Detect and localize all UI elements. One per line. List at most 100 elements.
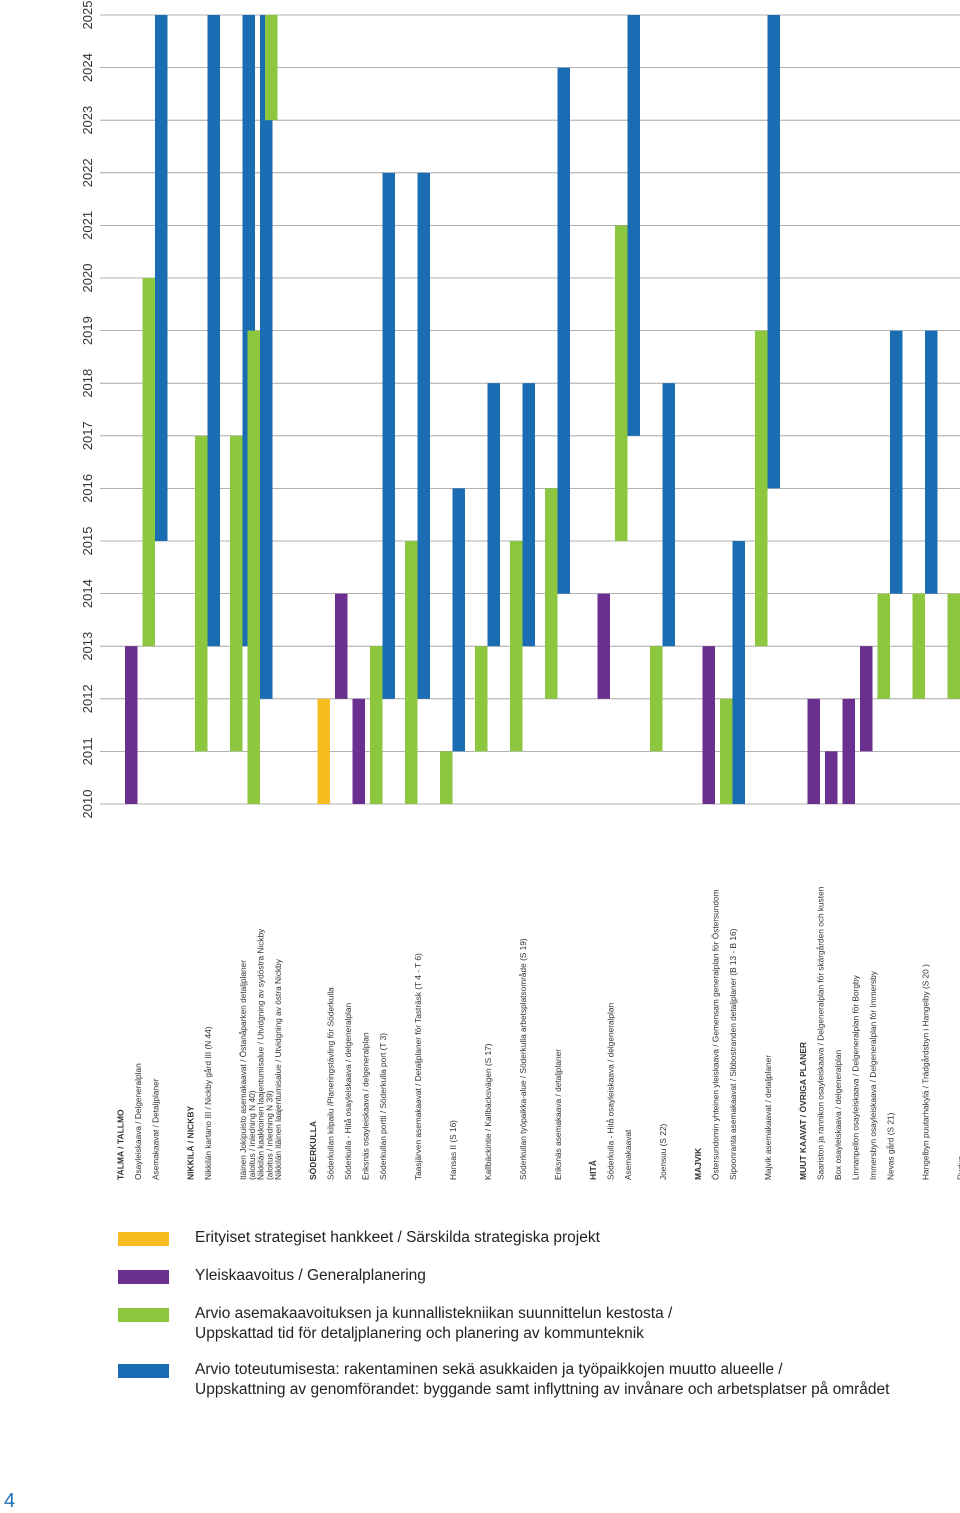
- year-tick-labels: 2010201120122013201420152016201720182019…: [80, 1, 95, 819]
- legend: Erityiset strategiset hankkeet / Särskil…: [118, 1228, 948, 1416]
- row-label: Eriksnäs asemakaava / detaljplaner: [553, 1049, 563, 1180]
- row-label: Östersundomin yhteinen yleiskaava / Geme…: [711, 889, 721, 1180]
- bar-detail: [878, 594, 891, 699]
- bar-strategic: [318, 699, 331, 804]
- year-tick-label: 2017: [80, 421, 95, 450]
- bar-build: [523, 383, 536, 646]
- year-tick-label: 2024: [80, 53, 95, 82]
- legend-item-general: Yleiskaavoitus / Generalplanering: [118, 1266, 948, 1288]
- legend-label-build: Arvio toteutumisesta: rakentaminen sekä …: [195, 1360, 948, 1400]
- bar-general: [860, 646, 873, 751]
- legend-label-line: Erityiset strategiset hankkeet / Särskil…: [195, 1229, 600, 1246]
- year-tick-label: 2013: [80, 632, 95, 661]
- bar-detail: [510, 541, 523, 751]
- group-heading: MUUT KAAVAT / ÖVRIGA PLANER: [798, 1042, 808, 1180]
- bar-detail: [650, 646, 663, 751]
- year-tick-label: 2010: [80, 790, 95, 819]
- row-label: Hangelbyn puutarhakylä / Trädgårdsbyn i …: [921, 964, 931, 1180]
- legend-swatch-general: [118, 1270, 169, 1284]
- group-heading: SÖDERKULLA: [308, 1121, 318, 1180]
- year-tick-label: 2011: [80, 737, 95, 765]
- row-label: Nevas gård (S 21): [886, 1112, 896, 1180]
- bar-detail: [248, 331, 261, 804]
- year-tick-label: 2012: [80, 684, 95, 713]
- row-label: Söderkulla - Hitå osayleiskaava / delgen…: [343, 1003, 353, 1180]
- bar-build: [558, 68, 571, 594]
- legend-label-line: Arvio asemakaavoituksen ja kunnallistekn…: [195, 1305, 672, 1322]
- year-tick-label: 2023: [80, 106, 95, 135]
- year-tick-label: 2022: [80, 158, 95, 187]
- bar-general: [825, 751, 838, 804]
- bar-general: [335, 594, 348, 699]
- year-tick-label: 2020: [80, 264, 95, 293]
- bar-detail: [913, 594, 926, 699]
- row-label: Nikkilän itäinen laajentumisalue / Utvid…: [273, 958, 283, 1180]
- bar-general: [843, 699, 856, 804]
- row-label: Saariston ja rannikon osayleiskaava / De…: [816, 886, 826, 1180]
- bar-general: [703, 646, 716, 804]
- bar-build: [383, 173, 396, 699]
- legend-label-line: Uppskattning av genomförandet: byggande …: [195, 1381, 889, 1398]
- legend-swatch-build: [118, 1364, 169, 1378]
- bar-detail: [405, 541, 418, 804]
- bar-detail: [755, 331, 768, 647]
- group-heading: TALMA / TALLMO: [116, 1109, 126, 1180]
- page-number: 4: [4, 1490, 15, 1513]
- bar-detail: [370, 646, 383, 804]
- row-label: Asemakaavat: [623, 1129, 633, 1180]
- legend-item-strategic: Erityiset strategiset hankkeet / Särskil…: [118, 1228, 948, 1250]
- row-label: Osayleiskaava / Delgeneralplan: [133, 1063, 143, 1180]
- legend-swatch-strategic: [118, 1232, 169, 1246]
- bars-layer: [125, 15, 960, 804]
- bar-build: [925, 331, 938, 594]
- row-label: Asemakaavat / Detaljplaner: [151, 1078, 161, 1180]
- bar-detail: [143, 278, 156, 646]
- group-heading: MAJVIK: [693, 1147, 703, 1180]
- row-label: Immersbyn osayleiskaava / Delgeneralplan…: [868, 970, 878, 1180]
- row-label: Nikkilän kartano III / Nickby gård III (…: [203, 1026, 213, 1180]
- bar-detail: [948, 594, 960, 699]
- row-label: Eriksnäs osayleiskaava / delgeneralplan: [361, 1032, 371, 1180]
- row-label: Söderkullan työpaikka-alue / Söderkulla …: [518, 938, 528, 1180]
- legend-label-line: Arvio toteutumisesta: rakentaminen sekä …: [195, 1361, 783, 1378]
- bar-build: [155, 15, 168, 541]
- legend-label-strategic: Erityiset strategiset hankkeet / Särskil…: [195, 1228, 948, 1248]
- year-tick-label: 2025: [80, 1, 95, 30]
- bar-general: [353, 699, 366, 804]
- row-label: Linnanpellon osayleiskaava / Delgeneralp…: [851, 974, 861, 1180]
- bar-build: [663, 383, 676, 646]
- row-label: Majvik asemakaavat / detaljplaner: [763, 1055, 773, 1180]
- bar-detail: [195, 436, 208, 752]
- row-label: Sipoonranta asemakaavat / Sibbostranden …: [728, 928, 738, 1180]
- bar-detail: [230, 436, 243, 752]
- bar-general: [598, 594, 611, 699]
- row-labels: TALMA / TALLMO Osayleiskaava / Delgeneral…: [116, 886, 960, 1180]
- row-label: Kallbäckintie / Kallbäcksvägen (S 17): [483, 1043, 493, 1180]
- legend-label-detail: Arvio asemakaavoituksen ja kunnallistekn…: [195, 1304, 948, 1344]
- row-label: Söderkullan kilpailu /Planeringstävling …: [326, 987, 336, 1180]
- row-label: Rudus: [956, 1156, 960, 1180]
- bar-detail: [440, 751, 453, 804]
- row-label: Taasjärven asemakaavat / Detaljplaner fö…: [413, 953, 423, 1180]
- bar-detail: [265, 15, 278, 120]
- group-heading: HITÅ: [588, 1160, 598, 1180]
- bar-detail: [475, 646, 488, 751]
- bar-build: [733, 541, 746, 804]
- bar-build: [488, 383, 501, 646]
- legend-item-build: Arvio toteutumisesta: rakentaminen sekä …: [118, 1360, 948, 1400]
- bar-detail: [720, 699, 733, 804]
- bar-build: [208, 15, 221, 646]
- bar-build: [453, 488, 466, 751]
- bar-build: [768, 15, 781, 488]
- bar-build: [890, 331, 903, 594]
- bar-general: [808, 699, 821, 804]
- year-tick-label: 2015: [80, 527, 95, 556]
- bar-detail: [545, 488, 558, 698]
- row-label: Söderkullan portti / Söderkulla port (T …: [378, 1033, 388, 1180]
- bar-build: [418, 173, 431, 699]
- year-tick-label: 2016: [80, 474, 95, 503]
- bar-general: [125, 646, 138, 804]
- year-tick-label: 2014: [80, 579, 95, 608]
- row-label: Hansas II (S 16): [448, 1120, 458, 1180]
- legend-label-line: Uppskattad tid för detaljplanering och p…: [195, 1325, 644, 1342]
